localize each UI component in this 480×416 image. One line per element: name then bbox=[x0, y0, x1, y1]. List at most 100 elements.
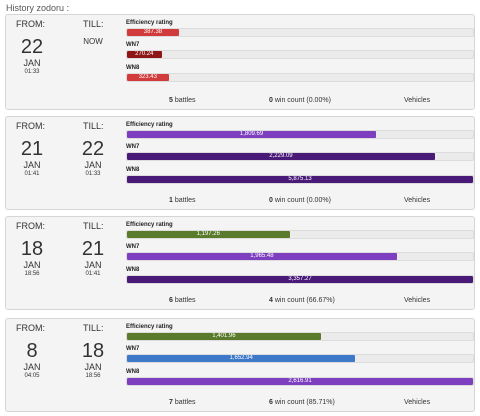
vehicles-link[interactable]: Vehicles bbox=[404, 97, 431, 104]
win-count-label: win count bbox=[274, 97, 305, 104]
history-record: FROM: TILL: 22 JAN 01:33 NOW Efficiency r… bbox=[5, 14, 475, 110]
wn7-bar-fill: 2,229.09 bbox=[127, 153, 435, 160]
wn7-bar-track: 1,652.94 bbox=[126, 354, 474, 363]
from-label: FROM: bbox=[16, 121, 45, 131]
efficiency-rating-metric: Efficiency rating 387.38 bbox=[126, 19, 474, 37]
win-count: 6 win count (85.71%) bbox=[269, 399, 335, 406]
win-percent: (0.00%) bbox=[306, 97, 331, 104]
from-date: 18 JAN 18:56 bbox=[12, 239, 52, 278]
efficiency-rating-bar-track: 1,197.26 bbox=[126, 230, 474, 239]
wn7-bar-fill: 1,652.94 bbox=[127, 355, 356, 362]
efficiency-rating-bar-fill: 1,197.26 bbox=[127, 231, 290, 238]
wins-value: 0 bbox=[269, 197, 273, 204]
wn7-label: WN7 bbox=[126, 144, 140, 150]
battles-value: 5 bbox=[169, 97, 173, 104]
till-date: 18 JAN 18:56 bbox=[73, 341, 113, 380]
from-label: FROM: bbox=[16, 221, 45, 231]
battles-label: battles bbox=[174, 399, 196, 406]
till-date: 22 JAN 01:33 bbox=[73, 139, 113, 178]
wn8-bar-track: 2,616.91 bbox=[126, 377, 474, 386]
win-percent: (66.67%) bbox=[306, 297, 335, 304]
vehicles-link[interactable]: Vehicles bbox=[404, 297, 431, 304]
efficiency-rating-bar-fill: 1,809.69 bbox=[127, 131, 377, 138]
wins-value: 6 bbox=[269, 399, 273, 406]
win-count-label: win count bbox=[274, 297, 305, 304]
battles-value: 7 bbox=[169, 399, 173, 406]
wn7-metric: WN7 270.24 bbox=[126, 41, 474, 59]
vehicles-link[interactable]: Vehicles bbox=[404, 399, 431, 406]
till-month: JAN bbox=[84, 160, 102, 170]
till-month: JAN bbox=[84, 362, 102, 372]
efficiency-rating-label: Efficiency rating bbox=[126, 20, 173, 26]
wn7-bar-fill: 270.24 bbox=[127, 51, 162, 58]
battles-value: 6 bbox=[169, 297, 173, 304]
wn8-bar-fill: 5,875.13 bbox=[127, 176, 473, 183]
wn7-bar-track: 1,965.48 bbox=[126, 252, 474, 261]
from-time: 04:05 bbox=[24, 373, 40, 379]
wins-value: 4 bbox=[269, 297, 273, 304]
till-label: TILL: bbox=[83, 121, 104, 131]
from-date: 8 JAN 04:05 bbox=[12, 341, 52, 380]
battles-value: 1 bbox=[169, 197, 173, 204]
from-label: FROM: bbox=[16, 323, 45, 333]
from-day: 8 bbox=[26, 340, 38, 362]
wn8-label: WN8 bbox=[126, 369, 140, 375]
win-percent: (85.71%) bbox=[306, 399, 335, 406]
win-count: 0 win count (0.00%) bbox=[269, 197, 331, 204]
wn8-bar-track: 3,357.27 bbox=[126, 275, 474, 284]
wn8-bar-fill: 2,616.91 bbox=[127, 378, 473, 385]
wn7-bar-track: 270.24 bbox=[126, 50, 474, 59]
wn8-label: WN8 bbox=[126, 167, 140, 173]
wn8-metric: WN8 5,875.13 bbox=[126, 166, 474, 184]
efficiency-rating-metric: Efficiency rating 1,401.96 bbox=[126, 323, 474, 341]
from-time: 01:33 bbox=[24, 69, 40, 75]
from-month: JAN bbox=[23, 58, 41, 68]
till-day: 21 bbox=[81, 238, 105, 260]
from-day: 18 bbox=[20, 238, 44, 260]
history-record: FROM: TILL: 21 JAN 01:41 22 JAN 01:33 Eff… bbox=[5, 116, 475, 210]
efficiency-rating-bar-fill: 387.38 bbox=[127, 29, 179, 36]
efficiency-rating-label: Efficiency rating bbox=[126, 222, 173, 228]
vehicles-link[interactable]: Vehicles bbox=[404, 197, 431, 204]
till-label: TILL: bbox=[83, 323, 104, 333]
from-date: 21 JAN 01:41 bbox=[12, 139, 52, 178]
from-day: 21 bbox=[20, 138, 44, 160]
from-time: 01:41 bbox=[24, 171, 40, 177]
wn8-label: WN8 bbox=[126, 65, 140, 71]
wn8-metric: WN8 3,357.27 bbox=[126, 266, 474, 284]
wn8-bar-track: 5,875.13 bbox=[126, 175, 474, 184]
till-now: NOW bbox=[83, 37, 103, 46]
till-day: 22 bbox=[81, 138, 105, 160]
wn8-label: WN8 bbox=[126, 267, 140, 273]
till-date: 21 JAN 01:41 bbox=[73, 239, 113, 278]
battles-count: 1 battles bbox=[169, 197, 195, 204]
till-month: JAN bbox=[84, 260, 102, 270]
wn7-bar-fill: 1,965.48 bbox=[127, 253, 397, 260]
battles-count: 5 battles bbox=[169, 97, 195, 104]
efficiency-rating-bar-track: 387.38 bbox=[126, 28, 474, 37]
efficiency-rating-metric: Efficiency rating 1,197.26 bbox=[126, 221, 474, 239]
wn7-metric: WN7 1,652.94 bbox=[126, 345, 474, 363]
till-time: 01:33 bbox=[85, 171, 101, 177]
from-month: JAN bbox=[23, 160, 41, 170]
efficiency-rating-metric: Efficiency rating 1,809.69 bbox=[126, 121, 474, 139]
till-label: TILL: bbox=[83, 221, 104, 231]
from-time: 18:56 bbox=[24, 271, 40, 277]
win-count-label: win count bbox=[274, 399, 305, 406]
efficiency-rating-label: Efficiency rating bbox=[126, 324, 173, 330]
wn7-bar-track: 2,229.09 bbox=[126, 152, 474, 161]
battles-count: 7 battles bbox=[169, 399, 195, 406]
wn7-metric: WN7 2,229.09 bbox=[126, 143, 474, 161]
battles-label: battles bbox=[174, 197, 196, 204]
till-day: 18 bbox=[81, 340, 105, 362]
wn8-metric: WN8 323.43 bbox=[126, 64, 474, 82]
history-heading: History zodoru : bbox=[6, 3, 70, 13]
efficiency-rating-label: Efficiency rating bbox=[126, 122, 173, 128]
win-count-label: win count bbox=[274, 197, 305, 204]
from-month: JAN bbox=[23, 362, 41, 372]
history-record: FROM: TILL: 8 JAN 04:05 18 JAN 18:56 Effi… bbox=[5, 318, 475, 412]
win-count: 0 win count (0.00%) bbox=[269, 97, 331, 104]
from-label: FROM: bbox=[16, 19, 45, 29]
till-time: 18:56 bbox=[85, 373, 101, 379]
wn8-bar-fill: 3,357.27 bbox=[127, 276, 473, 283]
